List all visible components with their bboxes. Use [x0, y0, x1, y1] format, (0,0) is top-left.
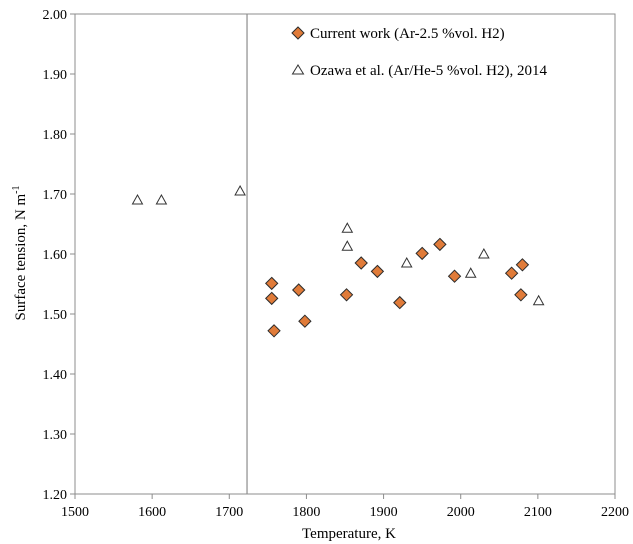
- series-current-work: [265, 237, 530, 338]
- y-tick-label: 1.70: [43, 188, 68, 203]
- plot-area: [74, 13, 616, 495]
- y-axis: 1.20 1.30 1.40 1.50 1.60 1.70 1.80 1.90 2.00: [43, 8, 75, 503]
- y-axis-title-superscript: -1: [11, 186, 22, 194]
- x-axis-title: Temperature, K: [302, 526, 396, 542]
- y-tick-label: 1.90: [43, 68, 68, 83]
- y-axis-title: Surface tension, N m-1: [11, 186, 29, 321]
- diamond-point: [514, 288, 528, 302]
- triangle-point: [234, 184, 246, 196]
- triangle-point: [464, 267, 477, 278]
- legend: Current work (Ar-2.5 %vol. H2) Ozawa et …: [291, 26, 548, 79]
- y-tick-label: 1.60: [43, 248, 68, 263]
- triangle-point: [532, 294, 545, 306]
- data-points: [131, 184, 545, 338]
- diamond-point: [292, 283, 306, 297]
- legend-item-current-work: Current work (Ar-2.5 %vol. H2): [291, 26, 505, 42]
- y-tick-label: 1.50: [43, 308, 68, 323]
- diamond-point: [415, 246, 429, 261]
- legend-item-ozawa: Ozawa et al. (Ar/He-5 %vol. H2), 2014: [291, 63, 548, 79]
- triangle-point: [478, 247, 490, 259]
- diamond-point: [265, 276, 279, 291]
- triangle-point: [131, 193, 144, 205]
- y-tick-label: 1.40: [43, 368, 68, 383]
- diamond-point: [504, 266, 519, 280]
- triangle-point: [400, 256, 413, 268]
- diamond-point: [298, 314, 312, 328]
- diamond-point: [339, 288, 354, 302]
- x-tick-label: 2000: [447, 505, 475, 520]
- diamond-point: [370, 264, 385, 279]
- triangle-point: [341, 222, 354, 233]
- triangle-point: [341, 240, 354, 251]
- y-tick-label: 1.30: [43, 428, 68, 443]
- plot-border: [74, 13, 616, 495]
- triangle-point: [155, 193, 168, 205]
- x-tick-label: 1500: [61, 505, 89, 520]
- y-axis-title-main: Surface tension, N m: [13, 194, 29, 321]
- diamond-point: [393, 295, 407, 310]
- series-ozawa: [131, 184, 545, 306]
- diamond-point: [433, 237, 447, 252]
- diamond-point: [354, 256, 368, 270]
- legend-triangle-marker: [291, 64, 305, 75]
- y-tick-label: 2.00: [43, 8, 68, 23]
- y-tick-label: 1.80: [43, 128, 68, 143]
- x-tick-label: 1600: [138, 505, 166, 520]
- x-tick-label: 2100: [524, 505, 552, 520]
- diamond-point: [267, 324, 281, 338]
- x-tick-label: 1800: [292, 505, 320, 520]
- y-tick-label: 1.20: [43, 488, 68, 503]
- x-tick-label: 1900: [370, 505, 398, 520]
- legend-label-ozawa: Ozawa et al. (Ar/He-5 %vol. H2), 2014: [310, 63, 548, 79]
- legend-diamond-marker: [291, 26, 305, 40]
- x-tick-label: 1700: [215, 505, 243, 520]
- x-axis: 1500 1600 1700 1800 1900 2000 2100 2200: [61, 494, 629, 520]
- x-tick-label: 2200: [601, 505, 629, 520]
- diamond-point: [447, 269, 462, 283]
- legend-label-current-work: Current work (Ar-2.5 %vol. H2): [310, 26, 505, 42]
- diamond-point: [515, 258, 530, 272]
- diamond-point: [265, 291, 279, 306]
